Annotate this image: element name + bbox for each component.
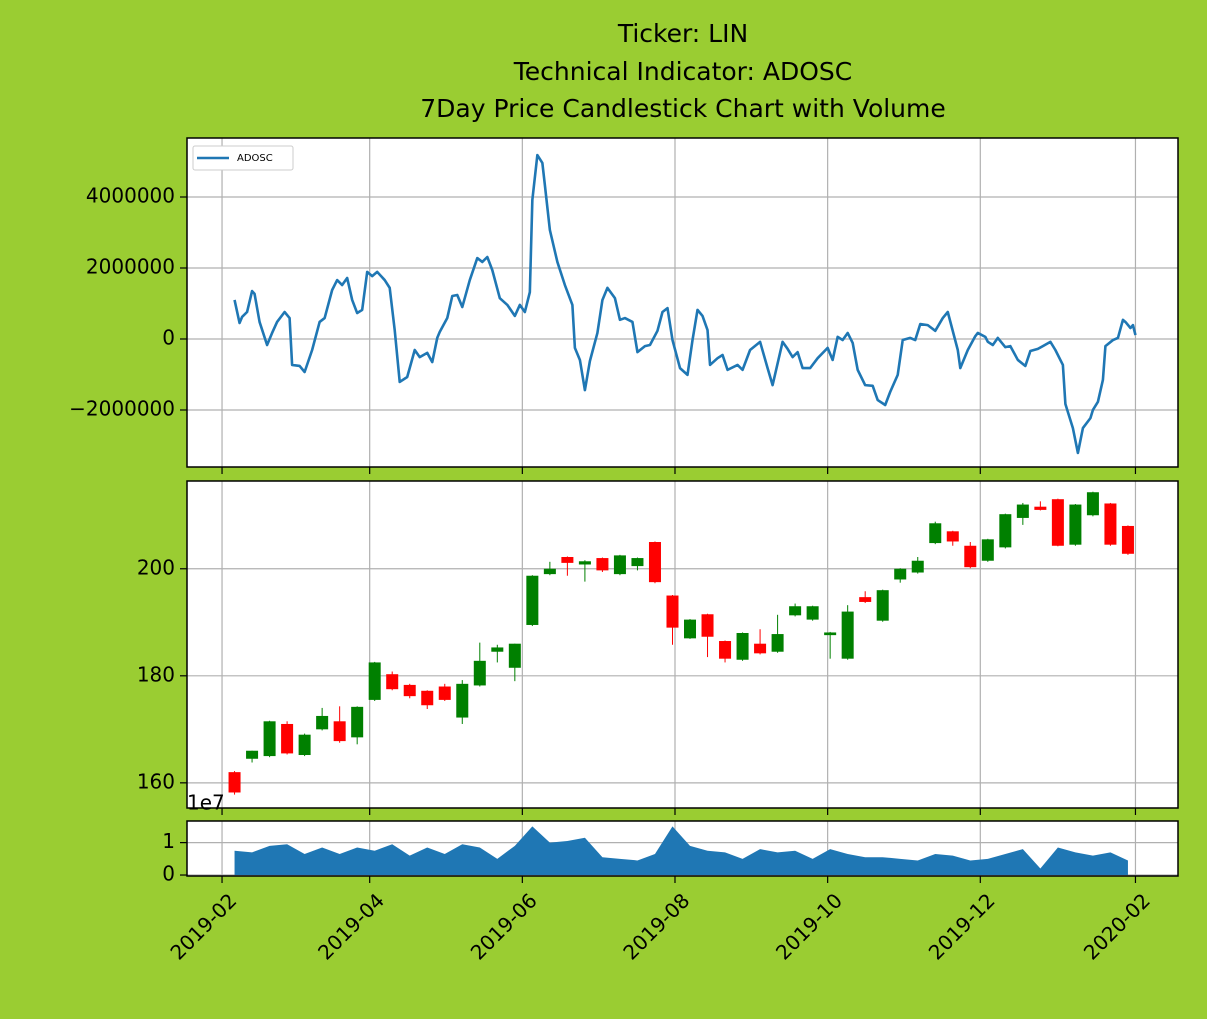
candle-body bbox=[876, 590, 889, 621]
plot-frame bbox=[186, 820, 1179, 877]
candle-body bbox=[648, 542, 661, 583]
candle-body bbox=[596, 558, 609, 571]
candle-body bbox=[526, 575, 539, 625]
candle-body bbox=[1051, 499, 1064, 546]
y-tick-label: 2000000 bbox=[86, 254, 175, 278]
title-line: Technical Indicator: ADOSC bbox=[513, 57, 853, 86]
candle-body bbox=[824, 632, 837, 636]
candle-body bbox=[561, 556, 574, 563]
plot-frame bbox=[186, 480, 1179, 809]
candle-body bbox=[981, 539, 994, 561]
candle-body bbox=[911, 560, 924, 573]
line-series bbox=[233, 153, 1137, 455]
candle-body bbox=[263, 721, 276, 757]
candle-body bbox=[281, 723, 294, 754]
y-tick-label: 200 bbox=[137, 555, 175, 579]
candle-body bbox=[719, 641, 732, 659]
candle-body bbox=[1069, 504, 1082, 545]
title-line: 7Day Price Candlestick Chart with Volume bbox=[420, 94, 946, 123]
candle-body bbox=[666, 595, 679, 628]
plot-frame bbox=[186, 137, 1179, 468]
legend: ADOSC bbox=[192, 145, 294, 171]
candle-body bbox=[456, 683, 469, 718]
candle-body bbox=[1034, 506, 1047, 510]
y-tick-label: 1 bbox=[162, 829, 175, 853]
candle-body bbox=[999, 514, 1012, 548]
candle-body bbox=[403, 684, 416, 697]
candle-body bbox=[351, 706, 364, 738]
candle-body bbox=[1104, 503, 1117, 545]
candle-body bbox=[228, 772, 241, 793]
candle-body bbox=[578, 561, 591, 565]
plots: −2000000020000004000000ADOSC160180200201… bbox=[69, 137, 1179, 965]
candle-body bbox=[1016, 504, 1029, 518]
candle-body bbox=[246, 750, 259, 759]
candle-body bbox=[789, 606, 802, 616]
y-tick-label: 160 bbox=[137, 769, 175, 793]
candle-body bbox=[473, 660, 486, 686]
candle-body bbox=[508, 643, 521, 668]
candle-body bbox=[841, 611, 854, 659]
candle-body bbox=[946, 531, 959, 542]
candle-body bbox=[1086, 492, 1099, 516]
candle-body bbox=[316, 715, 329, 730]
y-tick-label: 4000000 bbox=[86, 183, 175, 207]
candle-body bbox=[368, 662, 381, 700]
candle-body bbox=[333, 721, 346, 742]
candle-body bbox=[894, 568, 907, 580]
y-tick-label: 0 bbox=[162, 325, 175, 349]
y-tick-label: 180 bbox=[137, 662, 175, 686]
candle-body bbox=[701, 614, 714, 637]
candle-body bbox=[1121, 525, 1134, 554]
candle-body bbox=[491, 647, 504, 652]
axis-offset: 1e7 bbox=[187, 791, 225, 815]
y-tick-label: −2000000 bbox=[69, 396, 175, 420]
legend-label: ADOSC bbox=[237, 153, 273, 164]
plot-area bbox=[187, 138, 1178, 467]
candle-body bbox=[929, 523, 942, 544]
area-series bbox=[234, 826, 1128, 876]
candle-body bbox=[736, 632, 749, 660]
candle-body bbox=[684, 619, 697, 639]
candle-body bbox=[771, 634, 784, 652]
candle-body bbox=[438, 686, 451, 700]
candle-body bbox=[631, 558, 644, 567]
candle-body bbox=[859, 597, 872, 602]
y-tick-label: 0 bbox=[162, 862, 175, 886]
candle-body bbox=[386, 674, 399, 690]
candle-body bbox=[806, 606, 819, 620]
title-line: Ticker: LIN bbox=[617, 19, 748, 48]
candle-body bbox=[543, 568, 556, 575]
candle-body bbox=[421, 690, 434, 706]
candle-body bbox=[298, 734, 311, 756]
candle-body bbox=[613, 555, 626, 575]
candle-body bbox=[754, 643, 767, 654]
candle-body bbox=[964, 545, 977, 568]
plot-area bbox=[187, 481, 1178, 808]
legend-box bbox=[192, 145, 294, 171]
